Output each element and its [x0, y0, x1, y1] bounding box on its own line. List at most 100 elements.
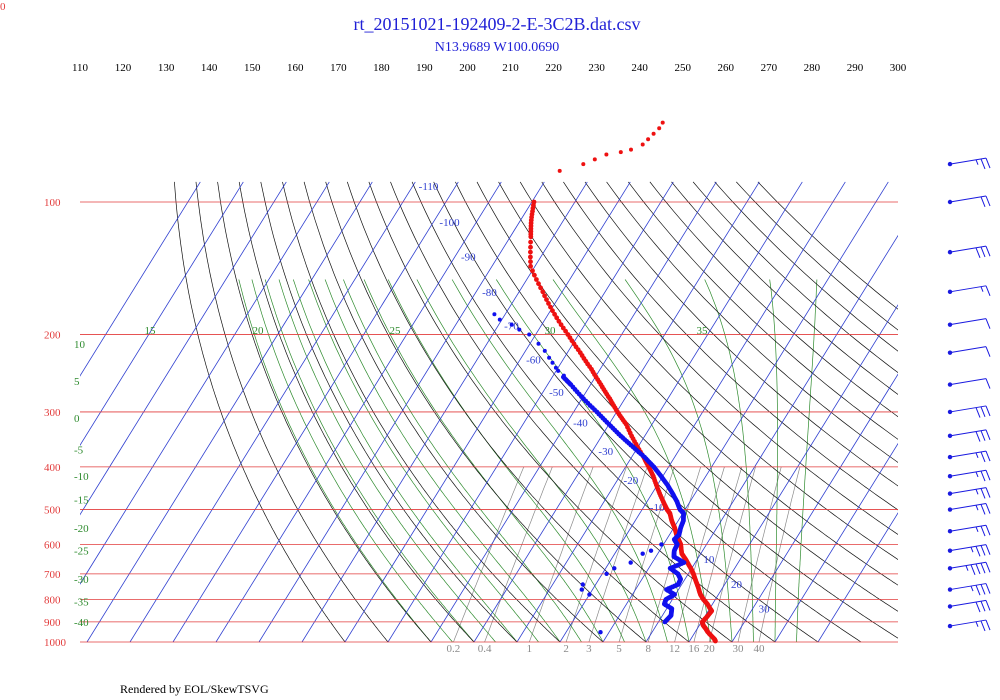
dry-adiabat-line: [282, 181, 561, 643]
isotherm-label: -60: [526, 354, 541, 366]
mixing-ratio-label: 20: [704, 643, 716, 655]
moist-adiabat-label: 25: [390, 325, 402, 337]
wind-barb-half: [970, 585, 974, 592]
top-theta-label: 130: [158, 62, 175, 74]
thermo-grid: [80, 181, 898, 643]
mixing-ratio-label: 3: [586, 643, 592, 655]
temperature-point: [532, 272, 537, 278]
temperature-upper-point: [646, 137, 651, 142]
dewpoint-scatter-point: [598, 630, 603, 635]
moist-adiabat-line: [264, 279, 475, 643]
wind-barb-flag: [985, 619, 991, 631]
mixing-ratio-line: [588, 466, 648, 643]
wind-barb-flag: [985, 285, 991, 296]
top-theta-label: 250: [674, 62, 691, 74]
moist-adiabat-label: -25: [74, 546, 89, 558]
mixing-ratio-label: 16: [688, 643, 700, 655]
dry-adiabat-line: [260, 181, 518, 643]
wind-barb-staff: [949, 346, 987, 354]
wind-barb-staff: [949, 245, 987, 253]
wind-barb: [947, 619, 991, 632]
temperature-point: [531, 199, 537, 205]
wind-barb-flag: [980, 158, 986, 170]
wind-barb-flag: [985, 470, 991, 481]
dewpoint-upper-point: [550, 360, 555, 365]
dewpoint-upper-point: [509, 322, 514, 327]
dewpoint-scatter-point: [628, 560, 633, 565]
temperature-upper-point: [651, 131, 656, 136]
wind-barb-staff: [949, 195, 987, 203]
moist-adiabat-line: [278, 279, 496, 643]
moist-adiabat-label: -5: [74, 444, 84, 456]
temperature-upper-point: [618, 150, 623, 155]
isotherm-label: -40: [573, 417, 588, 429]
wind-barb: [947, 450, 991, 463]
wind-barb: [947, 405, 991, 418]
wind-barb: [947, 599, 991, 613]
temperature-point: [534, 277, 539, 282]
dry-adiabat-line: [498, 181, 898, 586]
dewpoint-upper-point: [527, 332, 532, 337]
dry-adiabat-line: [692, 181, 898, 374]
top-theta-label: 230: [588, 62, 605, 74]
wind-barb-flag: [985, 405, 991, 417]
wind-barb-staff: [949, 583, 987, 591]
pressure-tick-label: 200: [44, 329, 61, 341]
isotherm-label: -30: [598, 446, 613, 458]
isotherm-line: [774, 442, 898, 643]
wind-barb-flag: [985, 378, 991, 389]
moist-adiabat-label: 35: [697, 325, 709, 337]
moist-adiabat-line: [624, 279, 733, 643]
wind-barb-staff: [949, 285, 987, 293]
moist-adiabat-line: [769, 279, 778, 642]
mixing-ratio-label: 2: [563, 643, 569, 655]
dry-adiabat-line: [411, 181, 819, 643]
moist-adiabat-line: [496, 279, 690, 643]
moist-adiabat-label: -10: [74, 471, 89, 483]
dewpoint-upper-point: [542, 348, 547, 353]
wind-barb-half: [975, 452, 979, 458]
dewpoint-scatter-point: [659, 542, 664, 547]
temperature-point: [544, 297, 549, 302]
isotherm-label: -50: [549, 387, 564, 399]
wind-barb-half: [965, 565, 969, 571]
temperature-upper-point: [604, 152, 609, 157]
wind-barb: [947, 469, 991, 482]
pressure-tick-label: 300: [44, 407, 61, 419]
wind-barb-flag: [985, 450, 991, 462]
wind-barb-staff: [949, 561, 987, 569]
moist-adiabat-line: [308, 279, 539, 643]
dewpoint-upper-point: [561, 373, 566, 378]
top-theta-label: 220: [545, 62, 562, 74]
moist-adiabat-label: 15: [145, 325, 157, 337]
chart-title: rt_20151021-192409-2-E-3C2B.dat.csv: [354, 14, 641, 34]
mixing-ratio-label: 30: [733, 643, 745, 655]
moist-adiabat-label: 30: [545, 325, 557, 337]
wind-barb-staff: [949, 469, 987, 477]
temperature-point: [538, 285, 543, 291]
wind-barb: [947, 346, 991, 357]
temperature-upper-point: [629, 147, 633, 152]
wind-barb-staff: [949, 378, 987, 386]
dry-adiabat-line: [325, 181, 647, 643]
dewpoint-scatter-point: [604, 571, 609, 576]
mixing-ratio-label: 0.4: [478, 643, 492, 655]
wind-barb-flag: [985, 525, 991, 536]
moist-adiabat-label: 20: [253, 325, 265, 337]
pressure-tick-label: 700: [44, 569, 61, 581]
wind-barb-staff: [949, 619, 987, 627]
isotherm-label: -100: [439, 217, 460, 229]
wind-barb: [947, 195, 991, 208]
wind-barb-flag: [980, 196, 986, 208]
temperature-point: [550, 308, 555, 314]
wind-barb-flag: [985, 245, 991, 257]
top-theta-label: 150: [244, 62, 261, 74]
wind-barb-flag: [985, 346, 991, 357]
moist-adiabat-line: [251, 279, 453, 643]
wind-barb: [947, 487, 991, 499]
wind-barb-flag: [980, 545, 986, 556]
wind-barb: [947, 157, 991, 170]
mixing-ratio-line: [528, 466, 594, 643]
